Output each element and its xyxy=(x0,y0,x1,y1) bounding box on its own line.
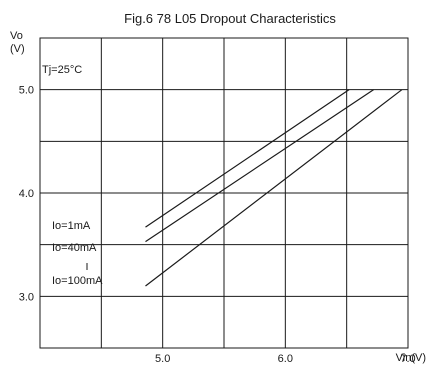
series-label: Io=100mA xyxy=(52,275,103,287)
x-tick-label: 6.0 xyxy=(278,353,293,365)
y-axis-label-line1: Vo xyxy=(10,30,23,42)
x-axis-label: Vin(V) xyxy=(396,352,426,364)
series-label: Io=1mA xyxy=(52,220,91,232)
series-labels: Io=1mA Io=40mA Io=100mA xyxy=(52,220,103,287)
series-line xyxy=(145,89,403,287)
temperature-annotation: Tj=25°C xyxy=(42,64,82,76)
x-tick-label: 7.0 xyxy=(400,353,415,365)
series-label: Io=40mA xyxy=(52,242,97,254)
series-lines xyxy=(145,89,403,287)
plot-frame xyxy=(39,37,409,349)
tick-labels: 5.0 6.0 7.0 3.0 4.0 5.0 xyxy=(19,85,416,365)
grid-lines xyxy=(40,38,408,348)
y-tick-label: 3.0 xyxy=(19,291,34,303)
y-axis-label-line2: (V) xyxy=(10,43,25,55)
series-line xyxy=(145,89,350,228)
y-tick-label: 5.0 xyxy=(19,85,34,97)
y-tick-label: 4.0 xyxy=(19,188,34,200)
chart-title: Fig.6 78 L05 Dropout Characteristics xyxy=(124,11,336,26)
x-tick-label: 5.0 xyxy=(155,353,170,365)
series-line xyxy=(145,89,374,243)
